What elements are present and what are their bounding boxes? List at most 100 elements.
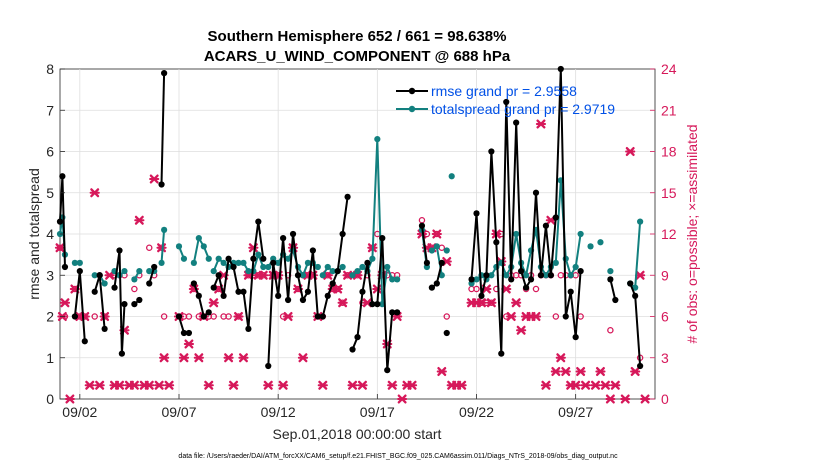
rmse-point [349,346,356,353]
obs-assimilated-marker [332,284,343,294]
obs-assimilated-marker [555,353,566,363]
rmse-point [537,272,545,279]
rmse-point [299,296,307,304]
rmse-point [260,255,267,262]
rmse-point [344,193,351,200]
rmse-point [190,280,197,287]
rmse-point [324,292,331,299]
totalspread-point [284,255,292,262]
obs-assimilated-marker [154,380,165,390]
rmse-point [364,259,371,266]
rmse-point [518,268,525,275]
rmse-point [131,301,138,308]
y-tick-label: 8 [46,61,54,77]
totalspread-point [275,259,282,266]
rmse-point [359,288,366,295]
totalspread-line [351,138,398,306]
rmse-point [76,268,83,275]
obs-assimilated-marker [203,380,214,390]
totalspread-point [324,263,331,271]
obs-possible-marker [145,244,153,251]
rmse-point [245,325,252,332]
totalspread-point [200,243,207,250]
obs-assimilated-marker [104,270,115,280]
totalspread-point [175,243,183,250]
rmse-point [225,255,232,262]
totalspread-point [384,263,391,271]
rmse-point [612,296,619,304]
y-right-tick-label: 12 [661,226,677,242]
obs-assimilated-marker [258,270,269,280]
rmse-point [567,288,574,295]
totalspread-point [448,173,455,180]
rmse-point [96,272,103,279]
y-tick-label: 2 [46,309,54,325]
obs-possible-marker [607,326,614,334]
rmse-point [433,280,440,287]
obs-possible-marker [210,313,217,320]
obs-assimilated-marker [397,394,408,404]
obs-assimilated-marker [550,367,561,376]
rmse-point [498,350,505,357]
obs-assimilated-marker [183,339,195,349]
y-right-tick-label: 6 [661,309,669,325]
rmse-point [61,263,69,271]
obs-possible-marker [91,313,98,320]
totalspread-point [161,226,168,233]
totalspread-point [443,247,450,254]
totalspread-point [299,272,307,279]
obs-assimilated-marker [387,380,398,390]
y-tick-label: 3 [46,267,54,283]
totalspread-point [438,272,445,279]
y-tick-label: 1 [46,350,54,366]
totalspread-point [433,243,440,250]
legend-rmse-label: rmse grand pr = 2.9558 [431,83,577,99]
obs-assimilated-marker [406,380,418,390]
rmse-point [309,247,316,254]
obs-assimilated-marker [639,394,651,404]
totalspread-point [428,247,435,254]
obs-possible-marker [552,313,560,320]
rmse-point [443,329,450,337]
obs-assimilated-marker [600,380,611,390]
totalspread-point [389,276,396,283]
obs-assimilated-marker [228,380,239,390]
totalspread-point [210,268,217,275]
rmse-point [493,239,500,246]
obs-assimilated-marker [129,380,140,390]
rmse-point [146,280,153,287]
totalspread-point [76,259,83,266]
obs-assimilated-marker [605,394,616,404]
obs-assimilated-marker [535,119,547,129]
totalspread-point [359,263,366,271]
obs-assimilated-marker [610,380,621,390]
x-tick-label: 09/17 [360,404,395,420]
rmse-point [428,284,435,291]
data-file-footnote: data file: /Users/raeder/DAI/ATM_forcXX/… [178,453,618,460]
totalspread-point [632,284,639,291]
totalspread-point [488,272,495,279]
rmse-point [478,292,485,299]
rmse-point [384,367,391,374]
rmse-point [151,263,158,271]
obs-assimilated-marker [114,380,125,390]
rmse-line [160,73,166,185]
totalspread-point [91,272,98,279]
obs-possible-marker [532,285,540,293]
rmse-point [557,65,564,73]
rmse-line [609,279,617,301]
rmse-point [532,189,540,196]
obs-assimilated-marker [595,367,606,376]
totalspread-point [260,263,267,271]
rmse-point [185,329,193,337]
obs-assimilated-marker [59,298,71,308]
obs-assimilated-marker [159,353,170,363]
rmse-point [200,313,207,320]
totalspread-point [339,263,346,271]
obs-assimilated-marker [620,394,631,404]
rmse-point [255,218,262,225]
rmse-point [379,235,386,242]
totalspread-point [607,268,614,275]
totalspread-point [146,268,153,275]
